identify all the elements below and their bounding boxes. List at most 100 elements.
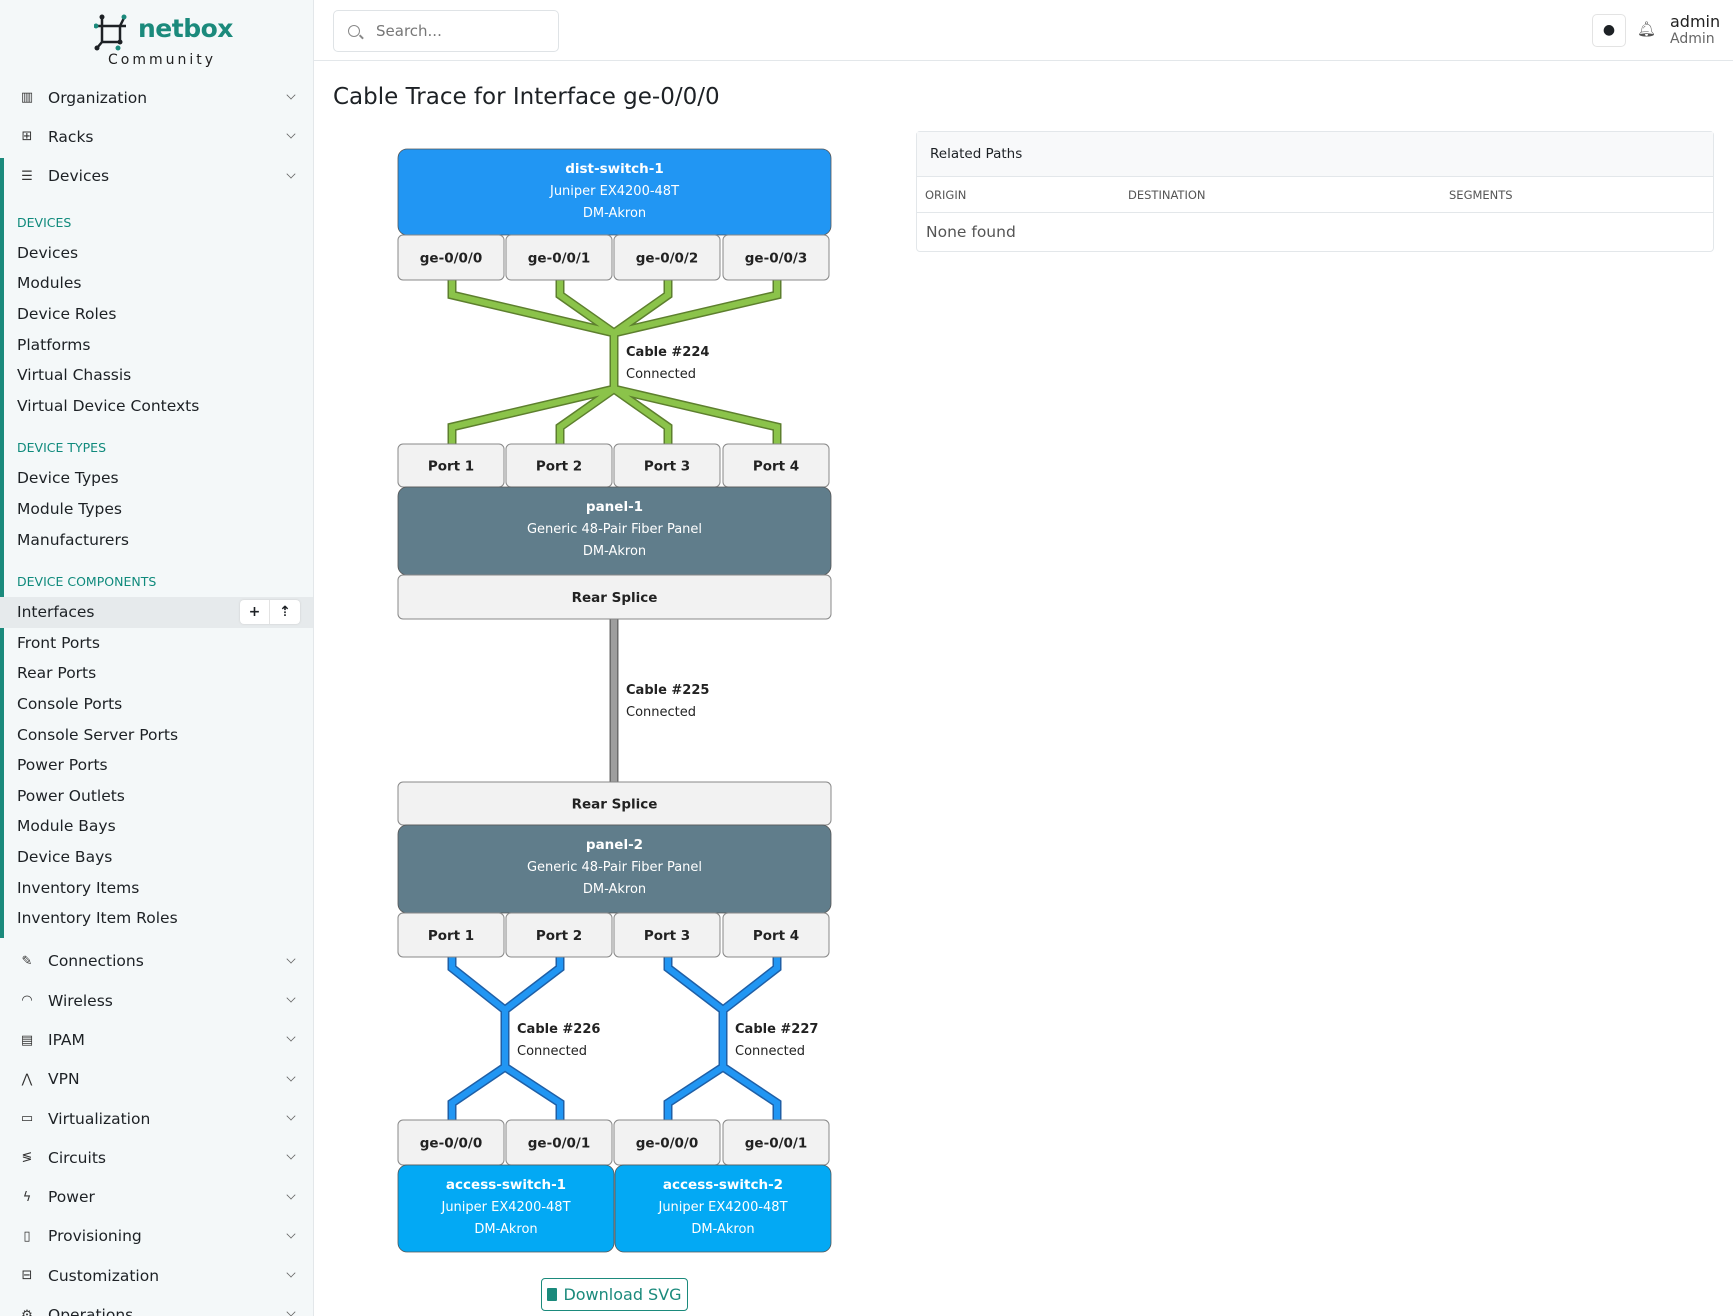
panel-1-rear-splice[interactable]: Rear Splice [397,574,832,620]
interface-ge-0/0/0-label: ge-0/0/0 [420,251,482,267]
active-menu-indicator [0,158,4,938]
sidebar-menu-power[interactable]: ϟ Power [0,1178,313,1217]
cable-224[interactable] [449,280,780,444]
access-switch-2-ge-0/0/0[interactable]: ge-0/0/0 [613,1119,721,1166]
toolbox-icon: ⊟ [21,1268,33,1284]
sidebar-item-label: Console Server Ports [17,725,179,744]
interface-ge-0/0/2[interactable]: ge-0/0/2 [613,234,721,281]
sidebar-menu-operations[interactable]: ⚙ Operations [0,1295,313,1316]
sidebar-menu-virtualization[interactable]: ▭ Virtualization [0,1099,313,1138]
access-switch-1-node[interactable]: access-switch-1 Juniper EX4200-48T DM-Akro… [397,1164,615,1253]
menu-label: Operations [48,1306,134,1316]
sidebar-item-label: Inventory Items [17,878,140,897]
sidebar-item-devices[interactable]: Devices [0,238,313,269]
sidebar-item-label: Device Types [17,469,119,488]
sidebar-item-inventory-items[interactable]: Inventory Items [0,873,313,904]
sidebar-menu-wireless[interactable]: ◠ Wireless [0,981,313,1020]
cable-227[interactable] [665,957,780,1120]
interface-ge-0/0/2-label: ge-0/0/2 [636,251,698,267]
netbox-logo[interactable]: netbox Community [94,12,234,70]
access-switch-1-ge-0/0/1[interactable]: ge-0/0/1 [505,1119,613,1166]
access-switch-2-node-type: Juniper EX4200-48T [657,1200,787,1215]
cable-226[interactable] [449,957,563,1120]
access-switch-1-ge-0/0/0-label: ge-0/0/0 [420,1136,482,1152]
rack-icon: ⊞ [21,129,33,145]
sidebar-item-device-roles[interactable]: Device Roles [0,299,313,330]
sidebar-menu-provisioning[interactable]: ▯ Provisioning [0,1217,313,1256]
menu-label: Virtualization [48,1109,151,1128]
sidebar-menu-organization[interactable]: ▥ Organization [0,78,313,117]
interface-ge-0/0/1[interactable]: ge-0/0/1 [505,234,613,281]
panel-2-front-port-3-box [613,912,721,958]
sidebar: netbox Community ▥ Organization ⊞ Racks ☰ Dev… [0,0,314,1316]
panel-1-front-port-3[interactable]: Port 3 [613,443,721,488]
panel-1-front-port-1[interactable]: Port 1 [397,443,505,488]
notifications-bell-icon[interactable]: 🔔︎ [1637,20,1657,38]
sidebar-menu-ipam[interactable]: ▤ IPAM [0,1020,313,1059]
access-switch-2-ge-0/0/0-label: ge-0/0/0 [636,1136,698,1152]
panel-1-rear-splice-label: Rear Splice [572,590,658,606]
sidebar-menu-devices[interactable]: ☰ Devices [0,157,313,196]
column-origin: ORIGIN [925,188,967,202]
sidebar-item-console-server-ports[interactable]: Console Server Ports [0,720,313,751]
interface-ge-0/0/3[interactable]: ge-0/0/3 [722,234,830,281]
panel-2-node[interactable]: panel-2 Generic 48-Pair Fiber Panel DM-Akr… [397,824,832,914]
sidebar-item-console-ports[interactable]: Console Ports [0,689,313,720]
sidebar-item-power-outlets[interactable]: Power Outlets [0,781,313,812]
sidebar-menu-racks[interactable]: ⊞ Racks [0,117,313,156]
sidebar-item-power-ports[interactable]: Power Ports [0,750,313,781]
sidebar-menu-circuits[interactable]: ≶ Circuits [0,1138,313,1177]
chevron-down-icon [286,1307,296,1316]
sidebar-menu-customization[interactable]: ⊟ Customization [0,1256,313,1295]
sidebar-item-device-types[interactable]: Device Types [0,463,313,494]
sidebar-item-inventory-item-roles[interactable]: Inventory Item Roles [0,903,313,934]
sidebar-item-module-types[interactable]: Module Types [0,494,313,525]
sidebar-item-manufacturers[interactable]: Manufacturers [0,525,313,556]
chevron-down-icon [286,129,296,139]
sidebar-item-device-bays[interactable]: Device Bays [0,842,313,873]
chevron-down-icon [286,1111,296,1121]
user-menu[interactable]: admin Admin [1670,12,1720,47]
cable-224-label: Cable #224 [626,345,709,360]
theme-toggle-button[interactable]: ● [1592,14,1626,47]
wifi-icon: ◠ [21,993,33,1009]
column-segments: SEGMENTS [1449,188,1513,202]
sidebar-menu-connections[interactable]: ✎ Connections [0,942,313,981]
panel-2-front-port-2[interactable]: Port 2 [505,912,613,958]
access-switch-2-ge-0/0/1[interactable]: ge-0/0/1 [722,1119,830,1166]
panel-1-front-port-2[interactable]: Port 2 [505,443,613,488]
sidebar-item-front-ports[interactable]: Front Ports [0,628,313,659]
sidebar-item-label: Manufacturers [17,530,129,549]
sidebar-item-module-bays[interactable]: Module Bays [0,811,313,842]
sidebar-item-virtual-device-contexts[interactable]: Virtual Device Contexts [0,391,313,422]
sidebar-item-modules[interactable]: Modules [0,268,313,299]
panel-2-rear-splice[interactable]: Rear Splice [397,781,832,826]
panel-1-node[interactable]: panel-1 Generic 48-Pair Fiber Panel DM-Akr… [397,486,832,576]
panel-2-front-port-3[interactable]: Port 3 [613,912,721,958]
search-input[interactable]: Search... [333,10,559,52]
dist-switch-1-node[interactable]: dist-switch-1 Juniper EX4200-48T DM-Akron [397,148,832,236]
file-icon: ▯ [23,1228,31,1244]
import-interface-button[interactable]: ⇡ [279,604,291,621]
sidebar-menu-vpn[interactable]: ⋀ VPN [0,1060,313,1099]
sidebar-item-label: Platforms [17,335,91,354]
sidebar-item-interfaces[interactable]: Interfaces + ⇡ [0,597,313,628]
panel-1-front-port-4-label: Port 4 [753,459,799,475]
chevron-down-icon [286,1229,296,1239]
sidebar-item-rear-ports[interactable]: Rear Ports [0,658,313,689]
menu-label: VPN [48,1070,80,1089]
sidebar-item-platforms[interactable]: Platforms [0,330,313,361]
menu-label: Provisioning [48,1227,142,1246]
panel-1-front-port-3-label: Port 3 [644,459,690,475]
download-svg-button[interactable]: Download SVG [541,1278,688,1311]
add-interface-button[interactable]: + [240,600,270,625]
panel-2-front-port-1[interactable]: Port 1 [397,912,505,958]
menu-label: Racks [48,127,94,146]
access-switch-2-node[interactable]: access-switch-2 Juniper EX4200-48T DM-Akro… [614,1164,832,1253]
panel-1-front-port-4[interactable]: Port 4 [722,443,830,488]
sidebar-nav: ▥ Organization ⊞ Racks ☰ Devices DEVICES Device… [0,78,313,1316]
sidebar-item-virtual-chassis[interactable]: Virtual Chassis [0,360,313,391]
interface-ge-0/0/0[interactable]: ge-0/0/0 [397,234,505,281]
panel-2-front-port-4[interactable]: Port 4 [722,912,830,958]
access-switch-1-ge-0/0/0[interactable]: ge-0/0/0 [397,1119,505,1166]
